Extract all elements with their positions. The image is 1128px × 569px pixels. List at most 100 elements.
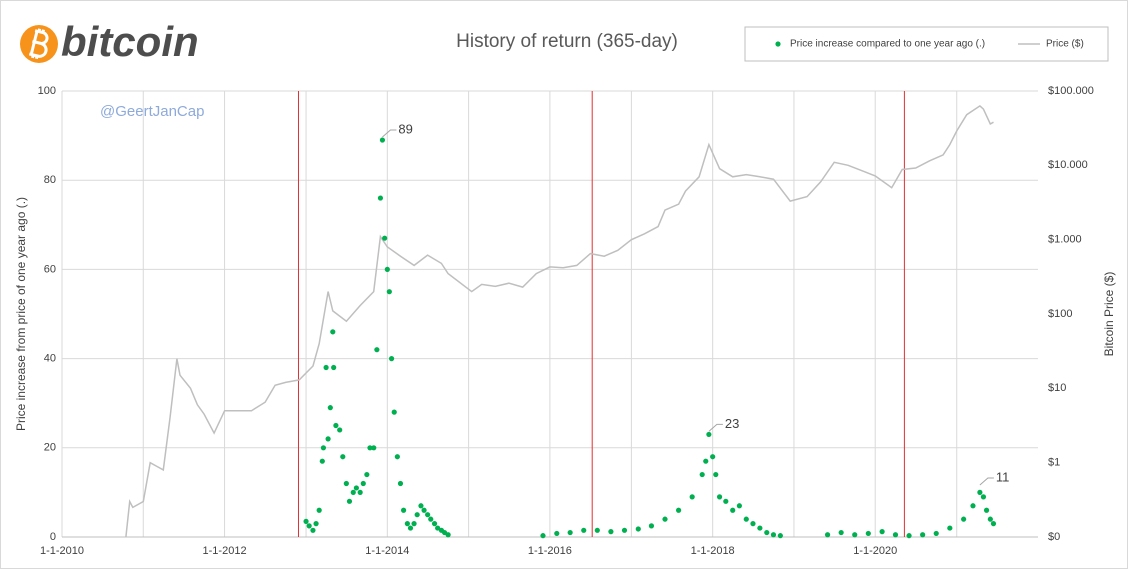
y-tick-label: 60 [44,263,56,275]
point [325,436,331,442]
logo-glyph [28,28,49,60]
point [703,458,709,464]
point [706,431,712,438]
grid [61,90,1038,538]
annotation-leader [979,477,994,486]
point [987,516,993,522]
point [852,532,858,538]
point [980,494,987,500]
point [750,521,756,527]
point [961,516,967,522]
y-tick-label: 0 [50,531,56,543]
point [764,529,770,536]
point [391,409,397,415]
point [364,471,370,478]
point [947,525,953,531]
point [414,512,420,518]
point [648,523,655,529]
point [662,516,668,522]
point [736,503,742,509]
point [404,521,410,527]
point [340,454,346,460]
scatter-points [303,137,997,539]
point [621,527,628,533]
point [445,532,451,538]
point [608,529,614,535]
point [428,516,434,522]
price-line [125,104,994,538]
point [316,507,322,513]
point [425,512,431,518]
point [330,329,336,335]
logo-text: bitcoin [61,18,199,65]
point [394,454,400,460]
point [431,521,438,527]
legend-label: Price ($) [1046,39,1084,50]
point [581,527,587,533]
logo: bitcoin [20,18,199,65]
point [357,489,363,495]
point [346,498,353,504]
point [540,533,546,539]
point [388,356,395,362]
point [367,445,373,451]
point [730,507,736,513]
point [400,507,407,513]
point [920,532,926,538]
x-tick-label: 1-1-2018 [691,545,735,557]
point [635,526,641,532]
x-tick-label: 1-1-2010 [40,545,84,557]
legend-marker [775,41,781,47]
point [743,516,749,522]
y2-tick-label: $10 [1048,382,1066,394]
point [977,489,983,495]
point [411,521,417,527]
point [990,521,997,527]
point [824,532,831,538]
point [337,427,343,433]
point [865,530,871,537]
annotation-label: 11 [996,469,1010,484]
point [303,518,309,524]
point [327,405,333,411]
x-tick-label: 1-1-2016 [528,545,572,557]
point [716,494,723,500]
x-tick-label: 1-1-2014 [365,545,409,557]
annotation-label: 89 [398,121,412,136]
watermark: @GeertJanCap [100,103,204,120]
y2-tick-label: $100.000 [1048,85,1094,97]
point [554,530,560,537]
y2-axis-label: Bitcoin Price ($) [1102,272,1116,357]
y-tick-label: 80 [44,174,56,186]
point [770,532,777,538]
point [892,532,899,538]
y-tick-label: 100 [38,85,56,97]
y-tick-label: 20 [44,442,56,454]
point [360,480,366,487]
point [970,503,976,509]
point [421,507,427,513]
point [377,195,384,201]
point [933,530,939,537]
point [350,489,356,495]
y2-tick-label: $100 [1048,308,1072,320]
y-axis-label: Price increase from price of one year ag… [14,197,28,431]
point [331,364,337,371]
point [384,266,390,272]
point [838,529,844,536]
legend [744,26,1109,62]
point [906,533,912,539]
y2-tick-label: $10.000 [1048,159,1088,171]
point [594,527,600,533]
y2-tick-label: $0 [1048,531,1060,543]
point [333,422,339,429]
point [777,533,783,539]
annotation-leader [382,129,397,138]
y2-tick-label: $1.000 [1048,234,1082,246]
chart-title: History of return (365-day) [456,31,678,52]
point [371,445,377,451]
annotation-label: 23 [725,416,739,431]
point [343,480,349,487]
annotation-leader [708,423,723,432]
